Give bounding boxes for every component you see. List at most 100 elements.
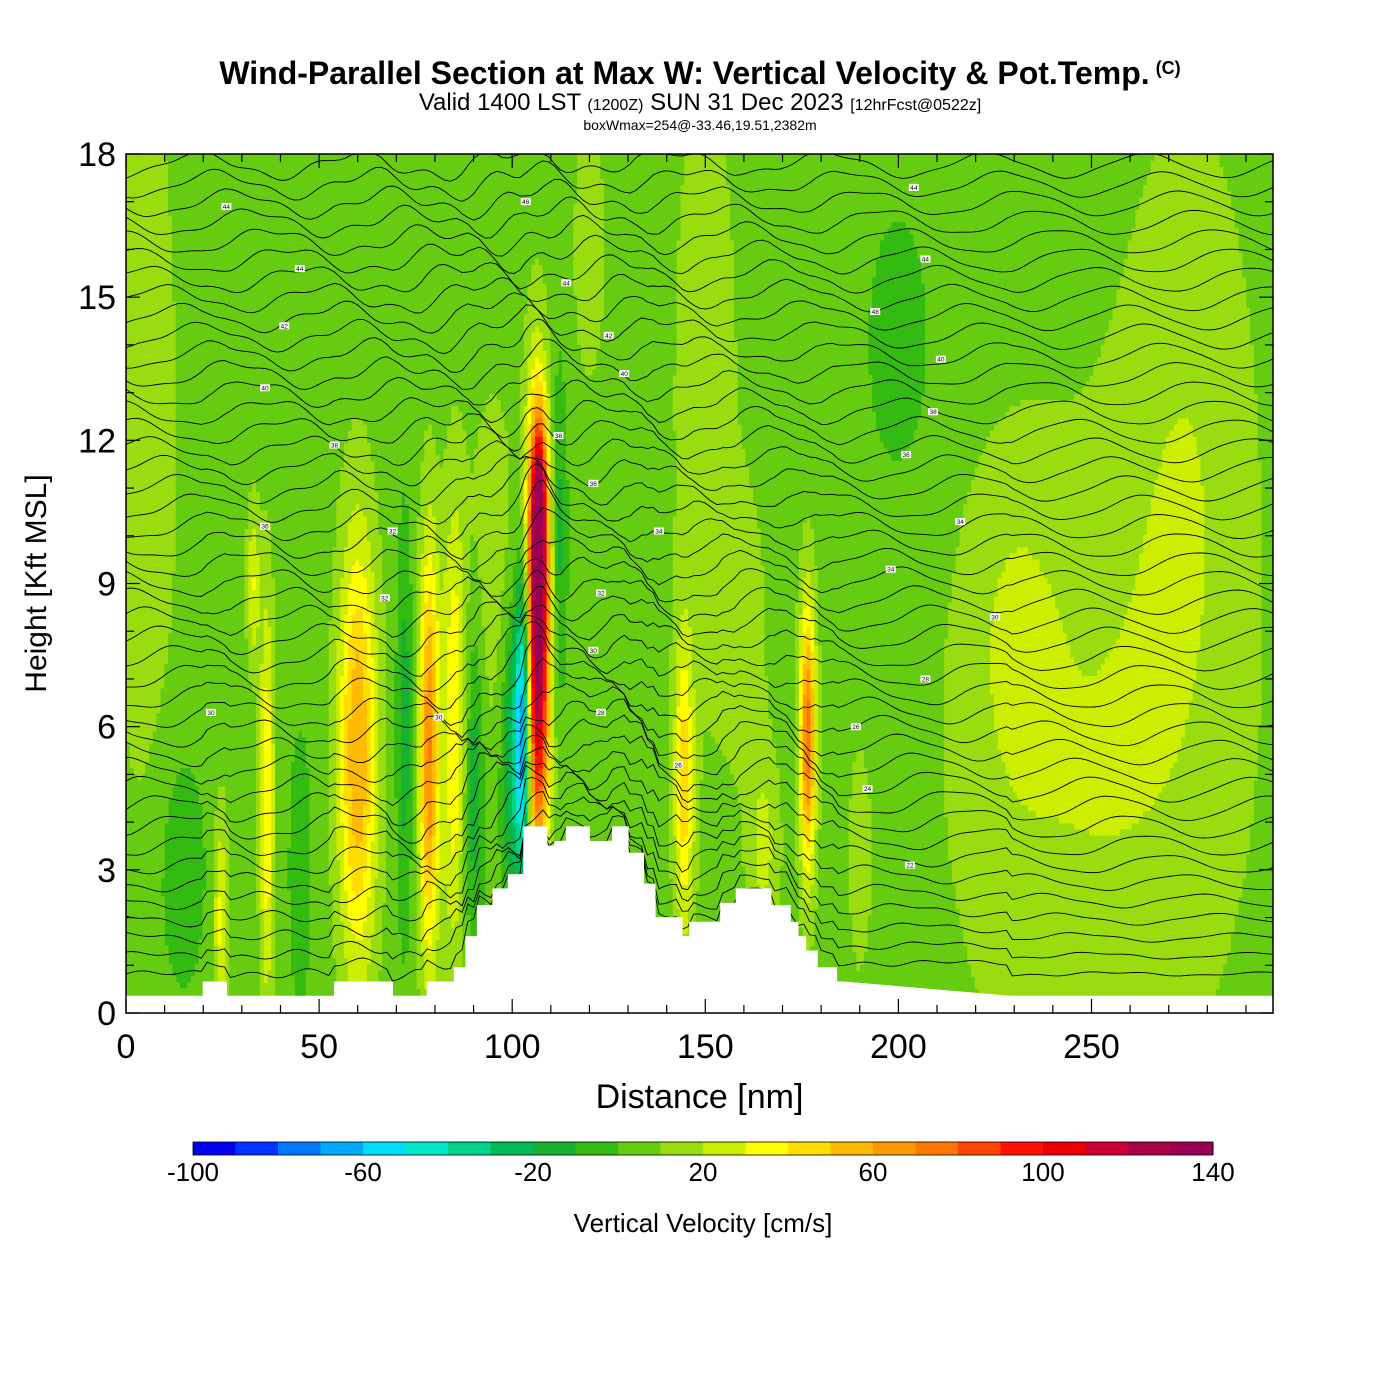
velocity-cell — [366, 835, 376, 842]
velocity-cell — [435, 620, 441, 628]
velocity-cell — [347, 675, 353, 683]
velocity-cell — [462, 693, 467, 701]
velocity-cell — [515, 761, 521, 769]
velocity-cell — [512, 626, 517, 634]
velocity-cell — [764, 577, 800, 585]
velocity-cell — [462, 706, 467, 713]
velocity-cell — [733, 282, 873, 290]
velocity-cell — [328, 743, 337, 750]
velocity-cell — [332, 920, 345, 928]
velocity-cell — [1253, 798, 1274, 805]
velocity-cell — [504, 571, 513, 578]
velocity-cell — [416, 626, 421, 634]
velocity-cell — [435, 614, 452, 621]
velocity-cell — [672, 785, 678, 793]
velocity-cell — [221, 914, 226, 922]
velocity-cell — [271, 571, 334, 578]
velocity-cell — [305, 761, 330, 769]
velocity-cell — [546, 798, 551, 805]
velocity-cell — [550, 810, 555, 818]
velocity-cell — [126, 712, 158, 720]
velocity-cell — [550, 835, 555, 842]
velocity-cell — [412, 712, 418, 720]
velocity-cell — [496, 644, 506, 652]
velocity-cell — [508, 534, 525, 542]
velocity-cell — [1005, 761, 1175, 769]
velocity-cell — [248, 558, 261, 566]
velocity-cell — [225, 792, 257, 799]
velocity-cell — [1204, 491, 1263, 499]
velocity-cell — [542, 681, 548, 689]
velocity-cell — [795, 828, 800, 836]
velocity-cell — [668, 779, 674, 787]
velocity-cell — [802, 743, 808, 750]
velocity-cell — [485, 638, 498, 646]
velocity-cell — [779, 884, 800, 891]
velocity-cell — [798, 626, 804, 634]
velocity-cell — [435, 970, 464, 977]
velocity-cell — [431, 718, 437, 726]
velocity-cell — [351, 681, 364, 689]
velocity-cell — [680, 920, 689, 928]
velocity-cell — [382, 927, 399, 934]
velocity-cell — [137, 773, 142, 781]
velocity-cell — [814, 792, 819, 799]
velocity-cell — [565, 473, 678, 480]
velocity-cell — [175, 307, 529, 315]
velocity-cell — [550, 411, 555, 419]
velocity-cell — [695, 749, 704, 756]
velocity-cell — [271, 626, 276, 634]
velocity-cell — [688, 749, 693, 756]
velocity-cell — [741, 442, 884, 450]
velocity-cell — [363, 620, 372, 628]
velocity-cell — [508, 479, 521, 486]
velocity-cell — [542, 509, 548, 517]
velocity-cell — [462, 632, 467, 640]
velocity-cell — [275, 608, 334, 615]
velocity-cell — [672, 583, 766, 591]
velocity-cell — [126, 779, 177, 787]
velocity-cell — [378, 736, 387, 744]
velocity-cell — [462, 736, 467, 744]
velocity-cell — [275, 638, 330, 646]
velocity-cell — [343, 718, 349, 726]
velocity-cell — [370, 761, 376, 769]
velocity-cell — [749, 479, 972, 486]
velocity-cell — [424, 933, 433, 940]
velocity-cell — [470, 767, 479, 775]
velocity-cell — [447, 687, 460, 695]
velocity-cell — [1230, 945, 1274, 953]
velocity-cell — [366, 583, 376, 591]
velocity-cell — [336, 638, 345, 646]
velocity-cell — [489, 693, 494, 701]
velocity-cell — [546, 761, 551, 769]
velocity-cell — [412, 687, 418, 695]
velocity-cell — [435, 663, 441, 670]
velocity-cell — [795, 693, 800, 701]
velocity-cell — [680, 822, 689, 830]
velocity-cell — [378, 681, 387, 689]
velocity-cell — [378, 509, 402, 517]
velocity-cell — [435, 436, 448, 443]
velocity-cell — [275, 626, 330, 634]
velocity-cell — [366, 700, 372, 707]
velocity-cell — [248, 589, 261, 597]
velocity-cell — [462, 657, 467, 664]
velocity-cell — [818, 583, 953, 591]
velocity-cell — [542, 491, 548, 499]
velocity-cell — [366, 896, 376, 904]
velocity-cell — [481, 589, 502, 597]
velocity-cell — [848, 908, 873, 916]
velocity-cell — [378, 638, 387, 646]
velocity-cell — [175, 350, 525, 358]
velocity-cell — [263, 853, 272, 861]
velocity-cell — [1246, 295, 1274, 302]
velocity-cell — [867, 785, 945, 793]
velocity-cell — [439, 859, 460, 867]
velocity-cell — [814, 638, 819, 646]
velocity-cell — [424, 577, 437, 585]
velocity-cell — [126, 436, 177, 443]
velocity-cell — [416, 675, 421, 683]
velocity-cell — [374, 479, 421, 486]
velocity-cell — [523, 497, 529, 505]
